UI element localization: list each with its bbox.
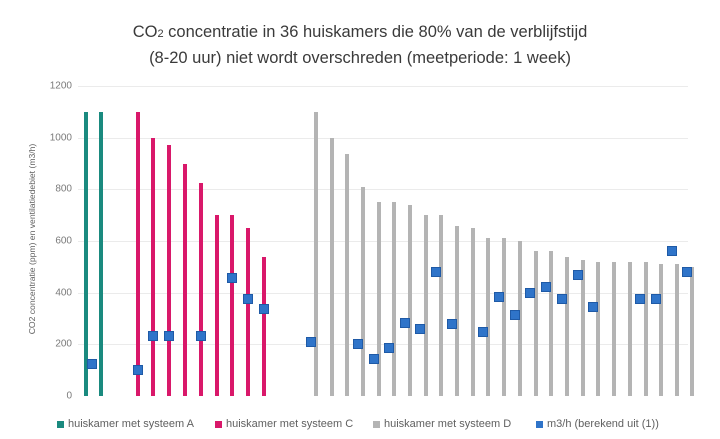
gridline [78,241,688,242]
gridline [78,293,688,294]
bar [565,256,569,396]
bar [690,266,694,396]
title-co: CO [132,23,158,41]
data-marker [384,342,394,353]
bar [314,111,318,396]
data-marker [667,246,677,257]
data-marker [494,292,504,303]
bar [84,111,88,396]
data-marker [447,318,457,329]
data-marker [353,339,363,350]
bar [471,228,475,396]
data-marker [573,270,583,281]
legend-label: m3/h (berekend uit (1)) [547,418,659,430]
bar [230,215,234,396]
gridline [78,189,688,190]
gridline [78,344,688,345]
y-tick-label: 600 [55,235,72,247]
bar [377,202,381,396]
bar [199,182,203,396]
bar [596,261,600,396]
bar [215,215,219,396]
bar [330,137,334,396]
bar [99,111,103,396]
legend-swatch-icon [57,420,64,428]
bar [361,186,365,396]
chart-title-line-2: (8-20 uur) niet wordt overschreden (meet… [149,49,571,67]
bar [246,228,250,396]
legend-swatch-icon [215,420,222,428]
gridline [78,86,688,87]
bar [136,111,140,396]
bar [628,261,632,396]
data-marker [306,337,316,347]
y-tick-label: 200 [55,338,72,350]
bar [151,137,155,396]
chart-title-line-1: CO2 concentratie in 36 huiskamers die 80… [0,20,720,46]
data-marker [682,267,692,277]
data-marker [557,294,567,305]
legend-item: m3/h (berekend uit (1)) [536,418,659,430]
y-tick-label: 0 [66,390,72,402]
y-tick-label: 1000 [49,132,72,144]
data-marker [635,294,645,305]
legend-item: huiskamer met systeem D [373,418,511,430]
bar [345,154,349,396]
data-marker [541,281,551,292]
gridline [78,138,688,139]
bar [549,251,553,396]
legend-label: huiskamer met systeem A [68,418,194,430]
bar [262,256,266,396]
data-marker [133,365,143,376]
bar [183,163,187,396]
bar [408,204,412,396]
data-marker [243,294,253,305]
y-tick-label: 800 [55,183,72,195]
bar [675,264,679,396]
title-subscript: 2 [157,28,164,40]
data-marker [431,267,441,277]
bar [659,264,663,396]
legend-swatch-icon [536,420,543,428]
data-marker [651,294,661,305]
bar [424,215,428,396]
data-marker [415,324,425,335]
bar [439,215,443,396]
data-marker [510,310,520,321]
y-axis-label: CO2 concentratie (ppm) en ventilatiedebi… [27,143,37,335]
data-marker [478,326,488,337]
legend-item: huiskamer met systeem C [215,418,353,430]
y-tick-label: 400 [55,287,72,299]
chart-title: CO2 concentratie in 36 huiskamers die 80… [0,20,720,70]
bar [612,261,616,396]
bar [486,238,490,396]
bar [392,202,396,396]
y-tick-label: 1200 [49,80,72,92]
data-marker [164,331,174,342]
legend-label: huiskamer met systeem C [226,418,354,430]
legend-label: huiskamer met systeem D [384,418,512,430]
bar [581,260,585,396]
data-marker [525,287,535,298]
bar [167,145,171,396]
legend: huiskamer met systeem A huiskamer met sys… [0,418,720,434]
title-rest: concentratie in 36 huiskamers die 80% va… [163,23,588,41]
data-marker [196,331,206,342]
data-marker [148,331,158,342]
data-marker [588,302,598,313]
data-marker [227,272,237,283]
data-marker [369,354,379,365]
data-marker [259,303,269,314]
legend-swatch-icon [373,420,380,428]
bar [518,241,522,396]
data-marker [400,317,410,328]
data-marker [87,358,97,369]
bar [455,225,459,396]
legend-item: huiskamer met systeem A [57,418,194,430]
bar [534,251,538,396]
bar [644,261,648,396]
bar [502,238,506,396]
